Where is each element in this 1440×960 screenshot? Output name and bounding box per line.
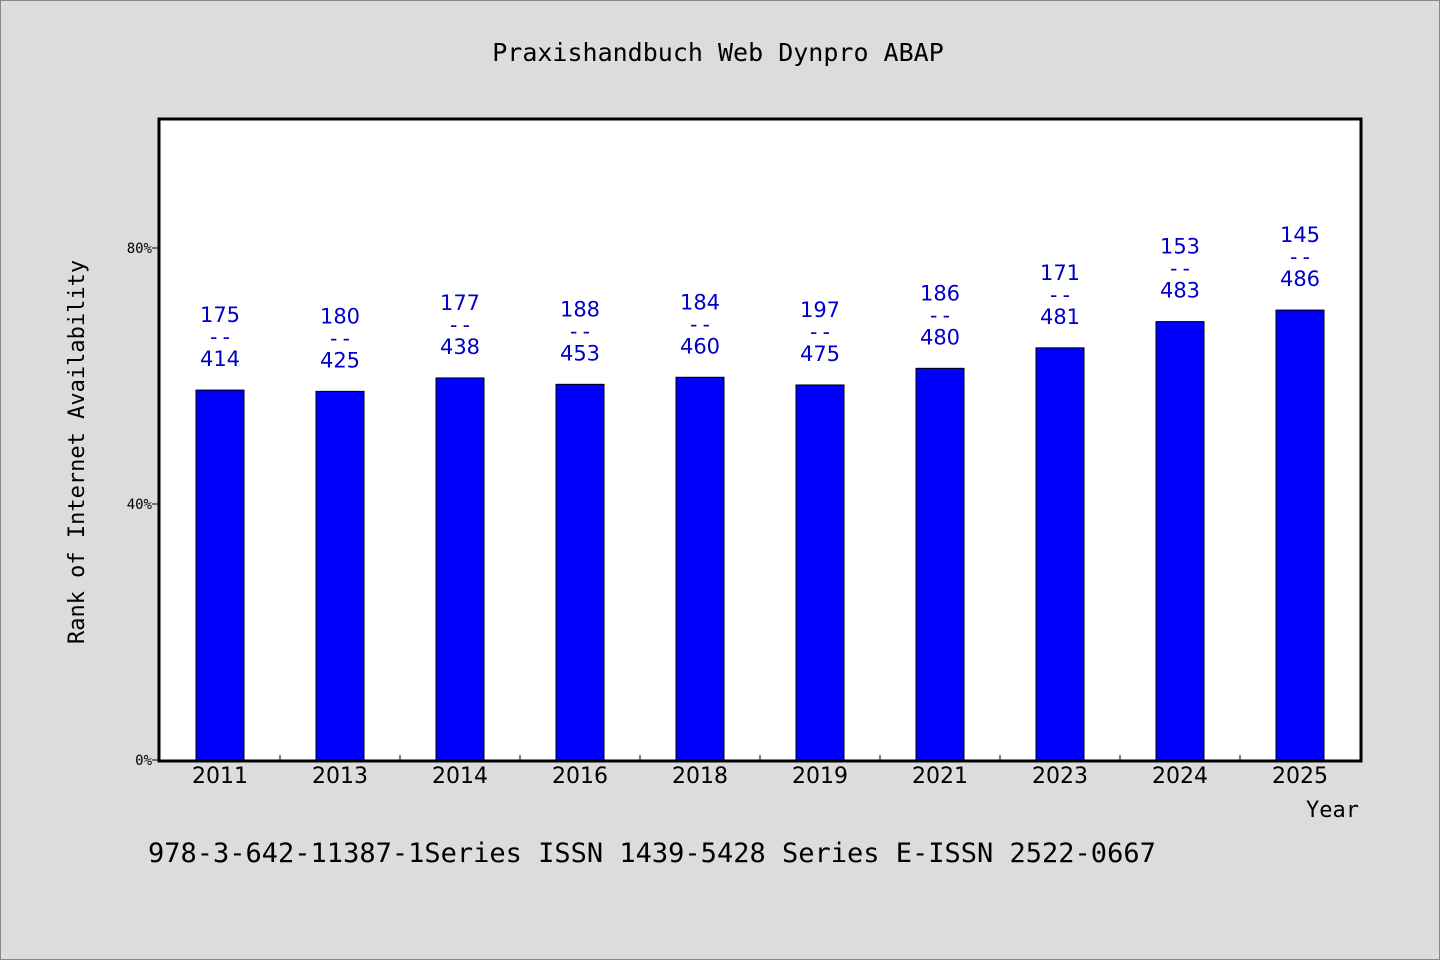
x-tick-label-2016: 2016 <box>552 764 608 789</box>
bar-label-bottom-2021: 480 <box>920 325 960 349</box>
bar-2014 <box>435 377 485 761</box>
bar-label-sep-2018: -- <box>687 312 712 336</box>
bar-label-bottom-2025: 486 <box>1280 267 1320 291</box>
bar-label-sep-2019: -- <box>807 320 832 344</box>
x-tick-label-2025: 2025 <box>1272 764 1328 789</box>
bar-2018 <box>675 376 725 761</box>
bar-label-top-2021: 186 <box>920 281 960 305</box>
bar-labels-group: 175--414180--425177--438188--453184--460… <box>200 223 1320 372</box>
footer-text: 978-3-642-11387-1Series ISSN 1439-5428 S… <box>148 838 1156 869</box>
bar-label-sep-2011: -- <box>207 325 232 349</box>
bar-label-sep-2013: -- <box>327 326 352 350</box>
bar-2016 <box>555 383 605 761</box>
y-tick-label-0: 0% <box>135 753 152 769</box>
x-tick-label-2013: 2013 <box>312 764 368 789</box>
bar-label-bottom-2018: 460 <box>680 334 720 358</box>
bar-2019 <box>795 384 845 761</box>
bar-label-bottom-2019: 475 <box>800 342 840 366</box>
bar-2021 <box>915 367 965 761</box>
bar-label-top-2018: 184 <box>680 290 720 314</box>
bar-label-top-2025: 145 <box>1280 223 1320 247</box>
bar-label-sep-2014: -- <box>447 313 472 337</box>
bar-label-bottom-2014: 438 <box>440 335 480 359</box>
bar-label-sep-2024: -- <box>1167 257 1192 281</box>
bar-2023 <box>1035 347 1085 761</box>
bar-label-top-2011: 175 <box>200 303 240 327</box>
bar-label-sep-2016: -- <box>567 319 592 343</box>
bar-label-sep-2023: -- <box>1047 283 1072 307</box>
x-tick-label-2014: 2014 <box>432 764 488 789</box>
bar-label-top-2019: 197 <box>800 298 840 322</box>
bar-label-sep-2021: -- <box>927 303 952 327</box>
bar-label-top-2023: 171 <box>1040 261 1080 285</box>
bar-label-top-2013: 180 <box>320 304 360 328</box>
bar-label-sep-2025: -- <box>1287 245 1312 269</box>
bar-2013 <box>315 390 365 761</box>
y-tick-label-80: 80% <box>127 241 153 257</box>
x-axis: 2011 2013 2014 2016 2018 2019 2021 2023 2024 2025 <box>192 755 1328 789</box>
bar-label-bottom-2013: 425 <box>320 348 360 372</box>
bar-label-bottom-2016: 453 <box>560 341 600 365</box>
x-tick-label-2019: 2019 <box>792 764 848 789</box>
x-tick-label-2011: 2011 <box>192 764 248 789</box>
bar-2024 <box>1155 321 1205 761</box>
bar-2011 <box>195 389 245 761</box>
x-tick-label-2023: 2023 <box>1032 764 1088 789</box>
x-tick-label-2018: 2018 <box>672 764 728 789</box>
bar-label-bottom-2024: 483 <box>1160 279 1200 303</box>
bar-label-top-2014: 177 <box>440 291 480 315</box>
bar-label-top-2016: 188 <box>560 297 600 321</box>
y-axis-label: Rank of Internet Availability <box>65 260 90 644</box>
x-tick-label-2021: 2021 <box>912 764 968 789</box>
bar-label-bottom-2011: 414 <box>200 347 240 371</box>
x-tick-label-2024: 2024 <box>1152 764 1208 789</box>
chart-title: Praxishandbuch Web Dynpro ABAP <box>492 38 944 67</box>
y-tick-label-40: 40% <box>127 497 153 513</box>
x-axis-label: Year <box>1306 798 1359 823</box>
bar-label-bottom-2023: 481 <box>1040 305 1080 329</box>
bar-2025 <box>1275 309 1325 761</box>
bars-group <box>195 309 1325 761</box>
y-axis: 0% 40% 80% <box>127 241 160 769</box>
bar-label-top-2024: 153 <box>1160 235 1200 259</box>
